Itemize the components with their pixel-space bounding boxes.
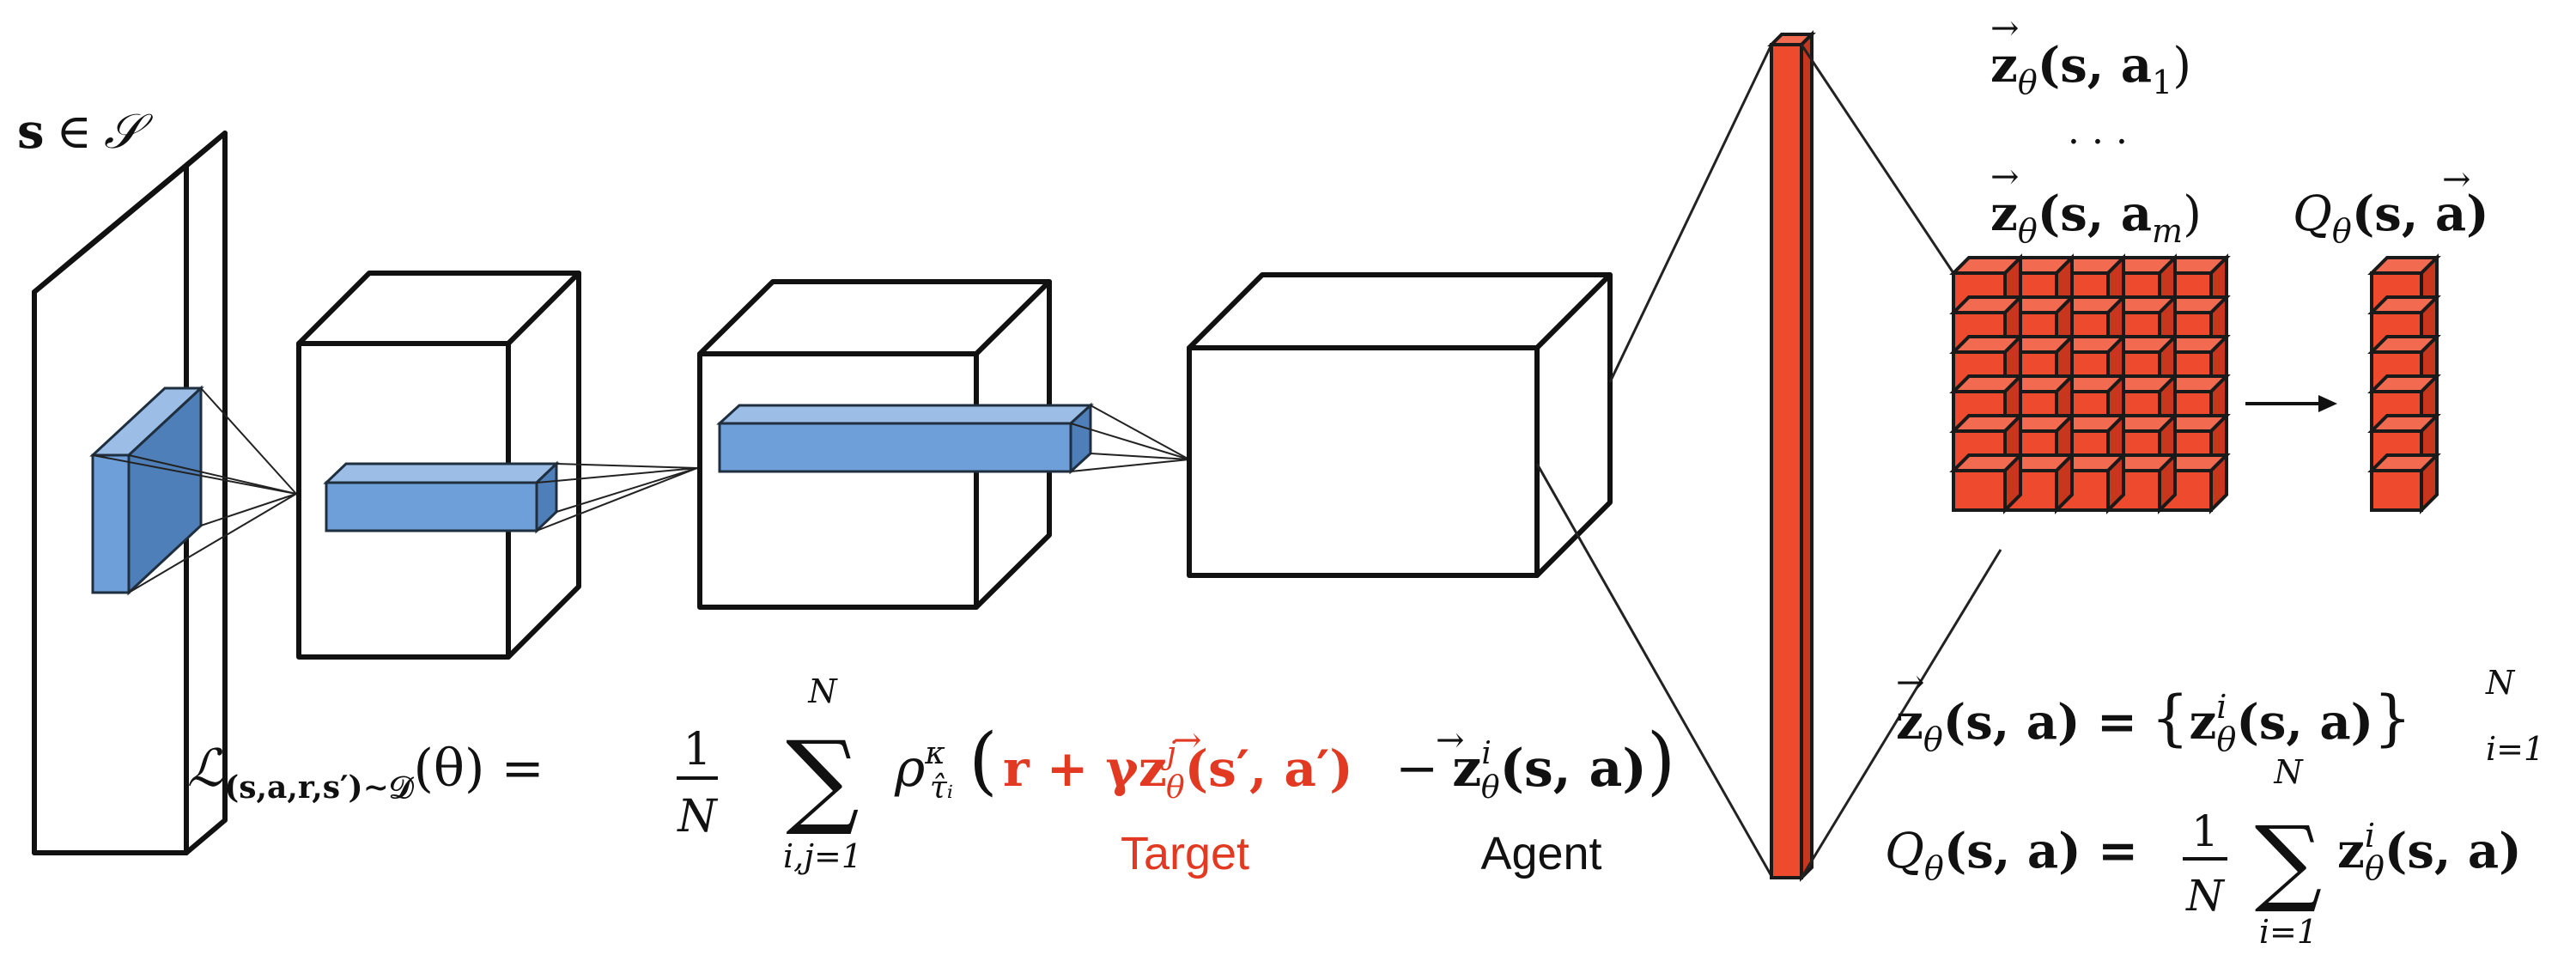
svg-text:→: →	[1436, 721, 1465, 760]
svg-text:Qθ(s, a): Qθ(s, a)	[2293, 186, 2489, 250]
svg-text:i=1: i=1	[2486, 730, 2544, 768]
arrow-to-q	[2245, 395, 2337, 412]
quantile-grid	[1949, 253, 2231, 514]
svg-text:zθ(s, a) ={ziθ(s, a)}: zθ(s, a) = {zi θ(s, a)}	[1896, 683, 2412, 758]
svg-text:i=1: i=1	[2259, 913, 2318, 951]
connections-1	[92, 387, 297, 593]
svg-text:ziθ(s, a): zi θ(s, a)	[2337, 817, 2522, 887]
q-cell	[2367, 451, 2441, 514]
svg-text:→: →	[2442, 160, 2471, 199]
input-filter	[89, 385, 204, 596]
svg-text:→: →	[1990, 157, 2020, 197]
svg-text:zθ(s, a1): zθ(s, a1)	[1990, 37, 2191, 101]
connections-5	[1800, 44, 2002, 879]
svg-text:N: N	[2185, 871, 2226, 921]
svg-text:zθ(s, am): zθ(s, am)	[1990, 186, 2202, 250]
z-ellipsis: · · ·	[2068, 120, 2128, 164]
svg-text:i,j=1: i,j=1	[783, 837, 862, 875]
q-value-column	[2367, 253, 2441, 514]
q-definition: Qθ(s, a) = 1 N ∑ N i=1 zi θ(s, a)	[1885, 753, 2522, 951]
svg-text:ℒ(s,a,r,s′)∼𝒟(θ) =: ℒ(s,a,r,s′)∼𝒟(θ) =	[187, 739, 544, 806]
grid-cell	[1949, 451, 2025, 514]
loss-equation: ℒ(s,a,r,s′)∼𝒟(θ) = 1 N ∑ N i,j=1 ρκ τ̂ᵢ( …	[187, 672, 1675, 875]
connections-3	[1070, 405, 1190, 472]
svg-text:∑: ∑	[786, 720, 860, 839]
input-label: s ∈ 𝒮	[17, 103, 154, 160]
q-label: Qθ(s, a) →	[2293, 160, 2489, 250]
conv-cube-3	[1187, 272, 1613, 578]
fc-layer-bar	[1767, 30, 1816, 882]
svg-text:−ziθ(s, a)): − zi θ(s, a))	[1395, 718, 1675, 806]
connections-2	[536, 463, 698, 532]
svg-text:→: →	[1990, 9, 2020, 48]
conv2-filter	[716, 402, 1094, 475]
svg-text:N: N	[807, 672, 838, 710]
conv1-filter	[323, 460, 560, 534]
svg-text:N: N	[676, 791, 718, 842]
z-a1-label: zθ(s, a1) →	[1990, 9, 2191, 101]
z-am-label: zθ(s, am) →	[1990, 157, 2202, 250]
target-label: Target	[1121, 828, 1249, 879]
svg-text:Qθ(s, a) =: Qθ(s, a) =	[1885, 823, 2138, 887]
svg-text:N: N	[2273, 753, 2304, 791]
svg-text:→: →	[1896, 663, 1925, 703]
svg-text:∑: ∑	[2255, 806, 2323, 915]
svg-text:N: N	[2485, 664, 2516, 702]
svg-text:ρκτ̂ᵢ(: ρκ τ̂ᵢ(	[894, 718, 998, 806]
svg-text:→: →	[1173, 721, 1202, 760]
agent-label: Agent	[1480, 828, 1601, 879]
connections-4	[1535, 44, 1773, 877]
svg-text:1: 1	[2191, 806, 2219, 856]
svg-text:1: 1	[683, 724, 711, 776]
z-definition: zθ(s, a) = {zi θ(s, a)} N i=1 →	[1896, 663, 2544, 768]
